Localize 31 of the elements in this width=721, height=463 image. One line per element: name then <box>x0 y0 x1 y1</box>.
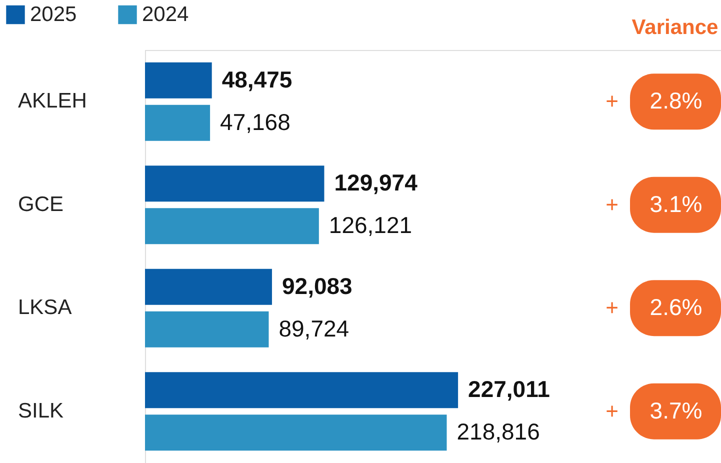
legend-label: 2024 <box>142 2 190 26</box>
text: Variance <box>632 16 718 39</box>
y-tick-label: SILK <box>18 399 64 422</box>
text: 2.6% <box>650 294 702 320</box>
y-tick-label: LKSA <box>18 296 72 320</box>
text: + <box>606 398 618 424</box>
data-label: 48,475 <box>222 66 292 92</box>
text: 3.1% <box>650 190 702 217</box>
text: 3.7% <box>650 397 702 424</box>
data-label: 47,168 <box>220 108 290 135</box>
bar <box>145 268 272 305</box>
bar <box>145 208 319 244</box>
bar <box>145 62 212 98</box>
y-tick-label: AKLEH <box>18 90 87 113</box>
data-label: 218,816 <box>456 418 540 445</box>
bar <box>145 372 458 408</box>
text: + <box>606 88 618 114</box>
legend-label: 2025 <box>30 2 77 26</box>
text: 2.8% <box>650 88 702 114</box>
data-label: 126,121 <box>328 212 412 238</box>
bar <box>145 311 269 348</box>
data-label: 89,724 <box>278 315 350 342</box>
bar <box>145 104 210 141</box>
data-label: 227,011 <box>468 376 550 402</box>
text: + <box>606 192 618 217</box>
text: + <box>606 295 618 320</box>
data-label: 92,083 <box>282 272 352 299</box>
bar <box>145 166 324 202</box>
y-tick-label: GCE <box>18 192 64 216</box>
bar <box>145 414 447 451</box>
data-label: 129,974 <box>334 170 418 196</box>
